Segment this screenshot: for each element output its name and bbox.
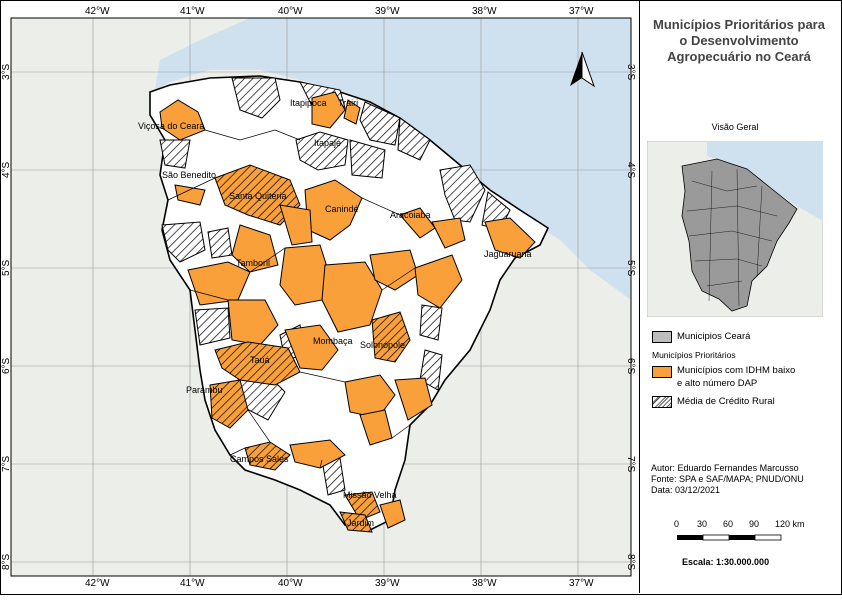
municipality-label: Viçosa do Ceará xyxy=(138,121,205,131)
municipality-label: Trairi xyxy=(338,98,359,108)
legend-label-state: Municipios Ceará xyxy=(677,331,751,342)
municipality-label: São Benedito xyxy=(162,170,217,180)
north-arrow-icon xyxy=(570,51,595,88)
municipality-label: Missão Velha xyxy=(343,490,397,500)
lon-top-label: 38°W xyxy=(472,6,497,17)
lon-bottom-label: 42°W xyxy=(85,578,110,589)
lat-left-label: 3°S xyxy=(1,63,12,80)
lon-bottom-label: 40°W xyxy=(278,578,303,589)
lat-left-label: 7°S xyxy=(1,455,12,472)
credit-source: Fonte: SPA e SAF/MAPA; PNUD/ONU xyxy=(651,474,804,484)
lon-top-label: 40°W xyxy=(278,6,303,17)
municipality-label: Canindé xyxy=(325,204,359,214)
side-panel xyxy=(639,0,842,593)
lat-left-label: 6°S xyxy=(1,357,12,374)
scalebar-tick-label: 120 km xyxy=(775,519,805,529)
municipal-boundaries xyxy=(167,129,416,469)
credit-author: Autor: Eduardo Fernandes Marcusso xyxy=(651,463,799,473)
municipality-label: Campos Sales xyxy=(230,454,289,464)
municipality-label: Aracoiaba xyxy=(390,210,431,220)
lon-top-label: 42°W xyxy=(85,6,110,17)
municipality-label: Tamboril xyxy=(236,258,271,268)
lat-right-label: 5°S xyxy=(625,260,636,277)
legend-swatch-state xyxy=(652,331,672,343)
lat-left-label: 5°S xyxy=(1,259,12,276)
lon-top-label: 37°W xyxy=(569,6,594,17)
legend-label-priority-1: Municípios com IDHM baixo xyxy=(677,365,796,376)
credit-date: Data: 03/12/2021 xyxy=(651,485,721,495)
lon-bottom-label: 41°W xyxy=(180,578,205,589)
scalebar xyxy=(677,534,782,541)
municipality-label: Jardim xyxy=(347,518,375,528)
municipality-label: Itapajé xyxy=(314,138,342,148)
main-map: 42°W 41°W 40°W 39°W 38°W 37°W 42°W 41°W … xyxy=(1,6,636,589)
legend-label-hatch: Média de Crédito Rural xyxy=(677,396,775,407)
overview-map xyxy=(647,141,823,317)
municipality-label: Jaguaruana xyxy=(484,249,532,259)
lat-right-label: 8°S xyxy=(625,554,636,571)
sea xyxy=(155,18,631,300)
scale-text: Escala: 1:30.000.000 xyxy=(682,557,770,567)
lat-left-label: 8°S xyxy=(1,553,12,570)
legend-swatch-priority xyxy=(652,366,672,378)
scalebar-tick-label: 30 xyxy=(697,519,708,529)
map-title: Municípios Prioritários para o Desenvolv… xyxy=(653,17,825,64)
graticule xyxy=(11,18,631,576)
municipality-label: Parambu xyxy=(186,385,223,395)
municipality-label: Santa Quitéria xyxy=(229,191,287,201)
legend-swatch-hatch xyxy=(652,396,672,408)
municipality-label: Tauá xyxy=(250,355,270,365)
legend-group-heading: Municípios Prioritários xyxy=(652,350,736,360)
lat-left-label: 4°S xyxy=(1,161,12,178)
map-border xyxy=(10,17,632,577)
map-canvas xyxy=(10,17,632,577)
lon-top-label: 41°W xyxy=(180,6,205,17)
lat-right-label: 4°S xyxy=(625,162,636,179)
lat-right-label: 7°S xyxy=(625,456,636,473)
priority-municipalities xyxy=(159,91,536,533)
scalebar-tick-label: 0 xyxy=(674,519,680,529)
municipality-label: Mombaça xyxy=(313,336,353,346)
lon-bottom-label: 38°W xyxy=(472,578,497,589)
lon-bottom-label: 37°W xyxy=(569,578,594,589)
overview-title: Visão Geral xyxy=(711,122,759,132)
municipality-label: Solonópole xyxy=(360,340,406,350)
municipality-label: Itapipoca xyxy=(290,98,327,108)
scalebar-tick-label: 60 xyxy=(723,519,734,529)
lon-top-label: 39°W xyxy=(375,6,400,17)
lat-right-label: 6°S xyxy=(625,358,636,375)
lat-right-label: 3°S xyxy=(625,64,636,81)
legend-label-priority-2: e alto número DAP xyxy=(677,378,758,389)
scalebar-tick-label: 90 xyxy=(749,519,760,529)
lon-bottom-label: 39°W xyxy=(375,578,400,589)
